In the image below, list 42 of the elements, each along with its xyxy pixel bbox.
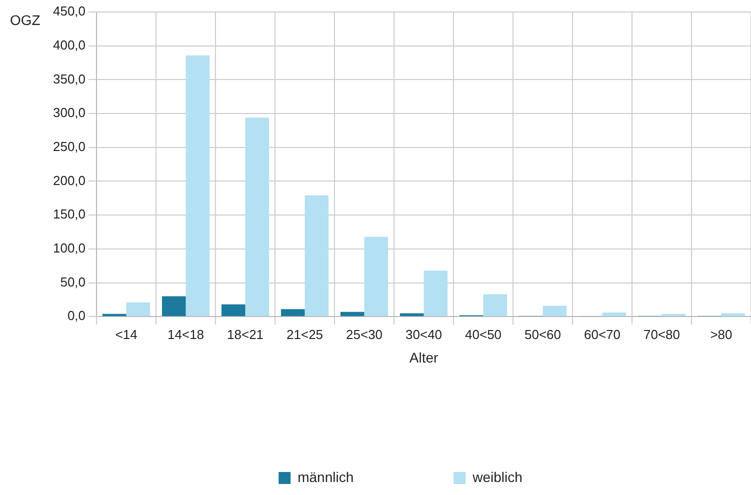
legend-label: männlich <box>298 468 354 485</box>
bar <box>483 294 508 316</box>
x-tick-label: >80 <box>710 326 732 342</box>
bar <box>721 313 746 316</box>
x-tick-label: 25<30 <box>346 326 383 342</box>
x-tick-label: 60<70 <box>584 326 621 342</box>
x-tick-label: 14<18 <box>168 326 204 342</box>
x-tick-label: 40<50 <box>465 326 502 342</box>
bar <box>542 306 567 316</box>
x-axis-title: Alter <box>409 349 438 366</box>
y-tick-label: 400,0 <box>52 37 86 52</box>
bar <box>662 314 686 316</box>
x-tick-label: 21<25 <box>286 326 324 342</box>
bar <box>245 118 270 316</box>
bar <box>186 55 210 316</box>
y-tick-label: 100,0 <box>52 240 86 256</box>
y-tick-label: 50,0 <box>60 274 86 290</box>
bar <box>424 270 448 316</box>
x-tick-label: <14 <box>115 326 138 342</box>
bar <box>602 312 626 316</box>
x-tick-label: 30<40 <box>406 326 442 342</box>
bar <box>162 296 186 316</box>
y-tick-label: 200,0 <box>52 172 86 188</box>
y-tick-label: 300,0 <box>52 105 86 120</box>
x-tick-label: 18<21 <box>227 326 264 342</box>
bar <box>221 304 246 316</box>
y-tick-label: 150,0 <box>52 206 86 222</box>
bar <box>364 236 388 316</box>
legend-label: weiblich <box>472 468 522 485</box>
bar <box>400 313 424 316</box>
bar <box>340 312 364 316</box>
x-tick-label: 50<60 <box>524 326 562 342</box>
bar <box>102 314 126 316</box>
bar <box>126 302 150 316</box>
bar <box>304 195 329 316</box>
y-tick-label: 0,0 <box>67 308 86 324</box>
y-tick-label: 250,0 <box>52 138 86 154</box>
y-tick-label: 350,0 <box>52 71 86 86</box>
y-tick-label: 450,0 <box>52 4 86 19</box>
x-tick-label: 70<80 <box>643 326 680 342</box>
y-axis-title: OGZ <box>10 12 41 28</box>
bar <box>280 309 305 316</box>
